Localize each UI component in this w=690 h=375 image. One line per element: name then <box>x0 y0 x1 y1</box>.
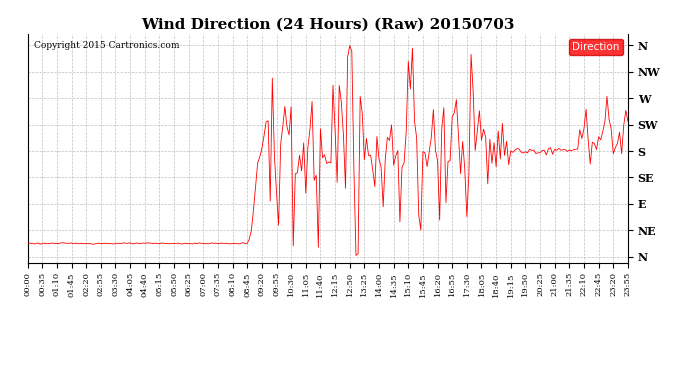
Title: Wind Direction (24 Hours) (Raw) 20150703: Wind Direction (24 Hours) (Raw) 20150703 <box>141 17 515 31</box>
Legend: Direction: Direction <box>569 39 622 55</box>
Text: Copyright 2015 Cartronics.com: Copyright 2015 Cartronics.com <box>34 40 179 50</box>
